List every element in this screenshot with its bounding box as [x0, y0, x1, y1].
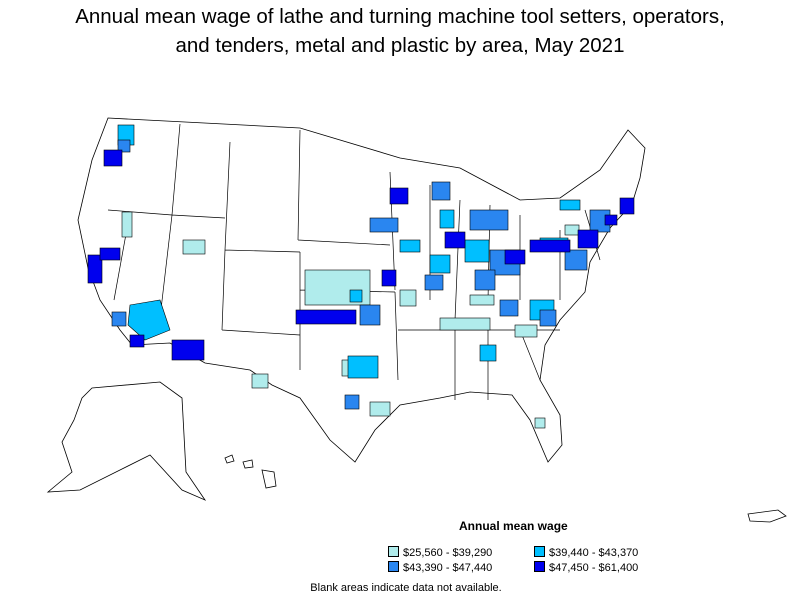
area-blue-tennessee: [499, 299, 519, 317]
area-blue-san-diego: [111, 311, 127, 327]
puerto-rico-outline: [747, 509, 787, 523]
title-line-1: Annual mean wage of lathe and turning ma…: [75, 5, 725, 28]
hawaii-island-1: [224, 454, 235, 464]
area-light-georgia: [534, 417, 546, 429]
legend-swatch-3: [388, 561, 399, 572]
area-light-tennessee: [439, 317, 491, 331]
area-navy-oklahoma: [295, 309, 357, 325]
area-navy-seattle: [103, 149, 123, 167]
area-blue-wa-coast: [117, 139, 131, 153]
title-line-2: and tenders, metal and plastic by area, …: [175, 34, 625, 57]
area-light-oregon: [121, 211, 133, 238]
area-light-s-texas: [369, 401, 391, 417]
area-cyan-illinois: [429, 254, 451, 274]
area-light-missouri: [399, 289, 417, 307]
area-cyan-indiana: [464, 239, 490, 263]
area-blue-tulsa: [359, 304, 381, 326]
area-light-pennsylvania: [564, 224, 580, 236]
area-navy-chicago: [444, 231, 466, 249]
hawaii-island-2: [242, 459, 254, 469]
legend-label-4: $47,450 - $61,400: [549, 562, 639, 574]
area-navy-new-york: [577, 229, 599, 249]
area-cyan-iowa: [399, 239, 421, 253]
area-blue-indiana: [474, 269, 496, 291]
area-light-nevada: [182, 239, 206, 255]
area-navy-boston: [619, 197, 635, 215]
area-light-kentucky: [469, 294, 495, 306]
legend-swatch-4: [534, 561, 545, 572]
area-cyan-new-york: [559, 199, 581, 211]
area-navy-bay-area: [87, 254, 103, 284]
area-navy-pennsylvania: [529, 239, 571, 253]
legend-item-3: $43,390 - $47,440: [388, 561, 492, 574]
legend-item-1: $25,560 - $39,290: [388, 546, 492, 559]
legend-swatch-1: [388, 546, 399, 557]
legend-label-3: $43,390 - $47,440: [403, 562, 493, 574]
map-title: Annual mean wage of lathe and turning ma…: [0, 2, 800, 60]
legend-title: Annual mean wage: [459, 519, 568, 533]
area-navy-los-angeles: [129, 334, 145, 348]
area-blue-minneapolis: [369, 217, 399, 233]
area-blue-missouri: [424, 274, 444, 291]
area-blue-houston: [344, 394, 360, 410]
area-navy-ohio-valley: [504, 249, 526, 265]
area-light-carolina: [514, 324, 538, 338]
legend-item-4: $47,450 - $61,400: [534, 561, 638, 574]
area-blue-lower-michigan: [469, 209, 509, 231]
area-cyan-phoenix: [127, 299, 171, 341]
area-blue-virginia: [564, 249, 588, 271]
area-blue-sc: [539, 309, 557, 327]
alaska-outline: [46, 381, 207, 501]
area-blue-michigan: [431, 181, 451, 201]
legend-label-2: $39,440 - $43,370: [549, 547, 639, 559]
footnote: Blank areas indicate data not available.: [310, 582, 502, 594]
area-navy-kansas-city: [381, 269, 397, 287]
area-cyan-wisconsin: [439, 209, 455, 229]
legend-item-2: $39,440 - $43,370: [534, 546, 638, 559]
area-navy-sacramento: [99, 247, 121, 261]
area-navy-wisconsin: [389, 187, 409, 205]
area-cyan-dallas: [347, 355, 379, 379]
legend-swatch-2: [534, 546, 545, 557]
area-cyan-alabama: [479, 344, 497, 362]
area-cyan-ok-city: [349, 289, 363, 303]
hawaii-island-3: [261, 469, 277, 489]
area-light-w-texas: [251, 373, 269, 389]
area-navy-tucson: [171, 339, 205, 361]
legend-label-1: $25,560 - $39,290: [403, 547, 493, 559]
area-navy-connecticut: [604, 214, 618, 226]
